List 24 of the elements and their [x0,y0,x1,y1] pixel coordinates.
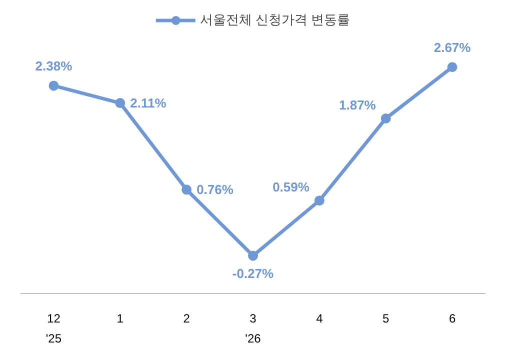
point [115,98,126,108]
x-tick-label: 6 [448,312,456,326]
point [182,184,192,195]
data-label: 2.11% [130,96,167,111]
legend-label: 서울전체 신청가격 변동률 [200,11,350,29]
data-label: 1.87% [338,97,376,112]
point [314,196,324,206]
data-label: 2.67% [434,40,472,56]
data-label: -0.27% [232,266,274,281]
data-label: 0.76% [196,182,234,198]
x-tick-label: 1 [116,312,124,326]
data-label: 2.38% [35,58,73,74]
point [447,62,458,72]
data-label: 0.59% [272,180,310,195]
text: '26 [245,332,262,346]
x-tick-label: 5 [382,312,390,326]
point [380,113,391,124]
point [48,80,59,91]
x-tick-label: 2 [183,312,190,326]
text: '25 [46,332,62,346]
x-tick-label: 4 [316,312,324,326]
x-tick-label: 12 [47,312,61,326]
x-tick-label: 3 [250,312,257,326]
point [248,250,258,261]
